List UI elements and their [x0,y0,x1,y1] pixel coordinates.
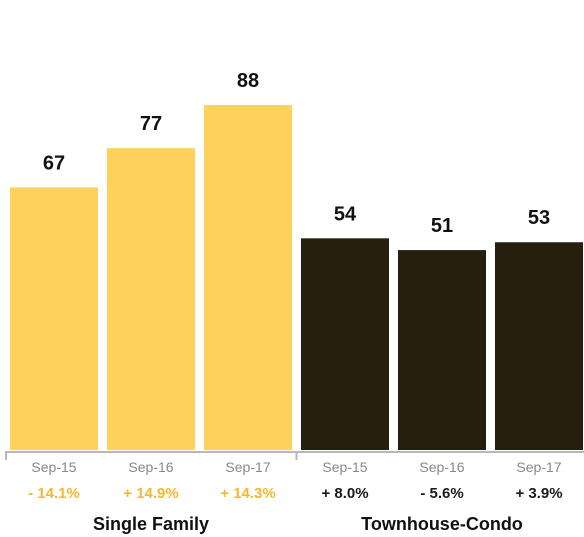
bar [301,238,389,450]
data-label: 88 [237,70,259,92]
group-label: Townhouse-Condo [361,514,523,534]
bar [495,242,583,450]
percent-change-label: - 5.6% [420,485,463,502]
percent-change-label: + 8.0% [321,485,368,502]
data-label: 67 [43,152,65,174]
percent-change-label: + 14.9% [123,485,178,502]
bar [107,148,195,450]
bar [204,105,292,450]
data-label: 51 [431,215,453,237]
x-tick-label: Sep-16 [128,459,173,475]
data-label: 53 [528,207,550,229]
group-label: Single Family [93,514,209,534]
x-tick-label: Sep-15 [322,459,367,475]
x-tick-label: Sep-15 [31,459,76,475]
x-tick-label: Sep-17 [516,459,561,475]
percent-change-label: + 14.3% [220,485,275,502]
percent-change-label: + 3.9% [515,485,562,502]
bar [398,250,486,450]
data-label: 54 [334,203,357,225]
x-tick-label: Sep-16 [419,459,464,475]
data-label: 77 [140,113,162,135]
percent-change-label: - 14.1% [28,485,80,502]
x-tick-label: Sep-17 [225,459,270,475]
bar [10,187,98,451]
